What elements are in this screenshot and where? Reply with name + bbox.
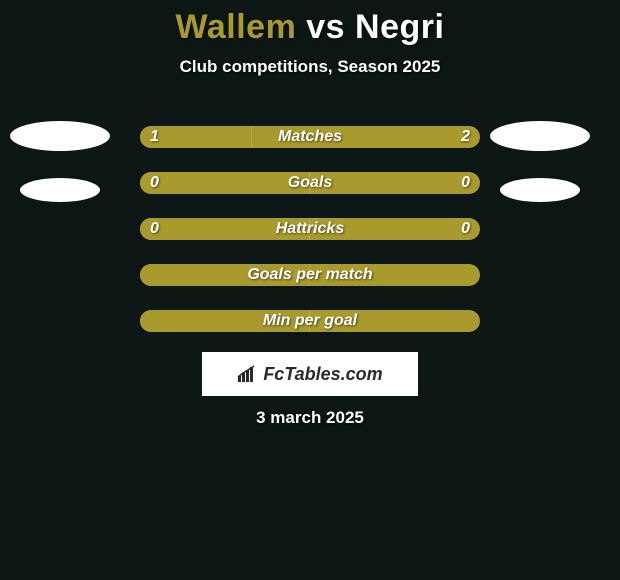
stat-bar: Goals0 0 [140, 172, 480, 194]
card-subtitle: Club competitions, Season 2025 [0, 57, 620, 77]
stat-value-left: 0 [150, 172, 159, 194]
player-right-team-placeholder [500, 178, 580, 202]
branding-box: FcTables.com [202, 352, 418, 396]
stat-value-right: 0 [461, 218, 470, 240]
player-right-name: Negri [355, 8, 444, 46]
player-left-name: Wallem [176, 8, 297, 46]
stat-value-right: 0 [461, 172, 470, 194]
branding: FcTables.com [237, 364, 382, 385]
card-title: Wallem vs Negri [0, 0, 620, 47]
player-left-team-placeholder [20, 178, 100, 202]
stat-bar: Goals per match [140, 264, 480, 286]
stat-bar: Matches1 2 [140, 126, 480, 148]
stat-label: Hattricks [140, 218, 480, 240]
bars-icon [237, 365, 259, 383]
stat-value-right: 2 [461, 126, 470, 148]
branding-text: FcTables.com [263, 364, 382, 385]
title-vs: vs [306, 8, 345, 46]
stat-label: Goals [140, 172, 480, 194]
stat-label: Goals per match [140, 264, 480, 286]
stat-label: Matches [140, 126, 480, 148]
stat-bar: Min per goal [140, 310, 480, 332]
stat-bar: Hattricks0 0 [140, 218, 480, 240]
card-date: 3 march 2025 [0, 408, 620, 428]
stat-label: Min per goal [140, 310, 480, 332]
stat-value-left: 0 [150, 218, 159, 240]
stat-value-left: 1 [150, 126, 159, 148]
comparison-card: Wallem vs Negri Club competitions, Seaso… [0, 0, 620, 580]
player-left-avatar-placeholder [10, 121, 110, 151]
player-right-avatar-placeholder [490, 121, 590, 151]
